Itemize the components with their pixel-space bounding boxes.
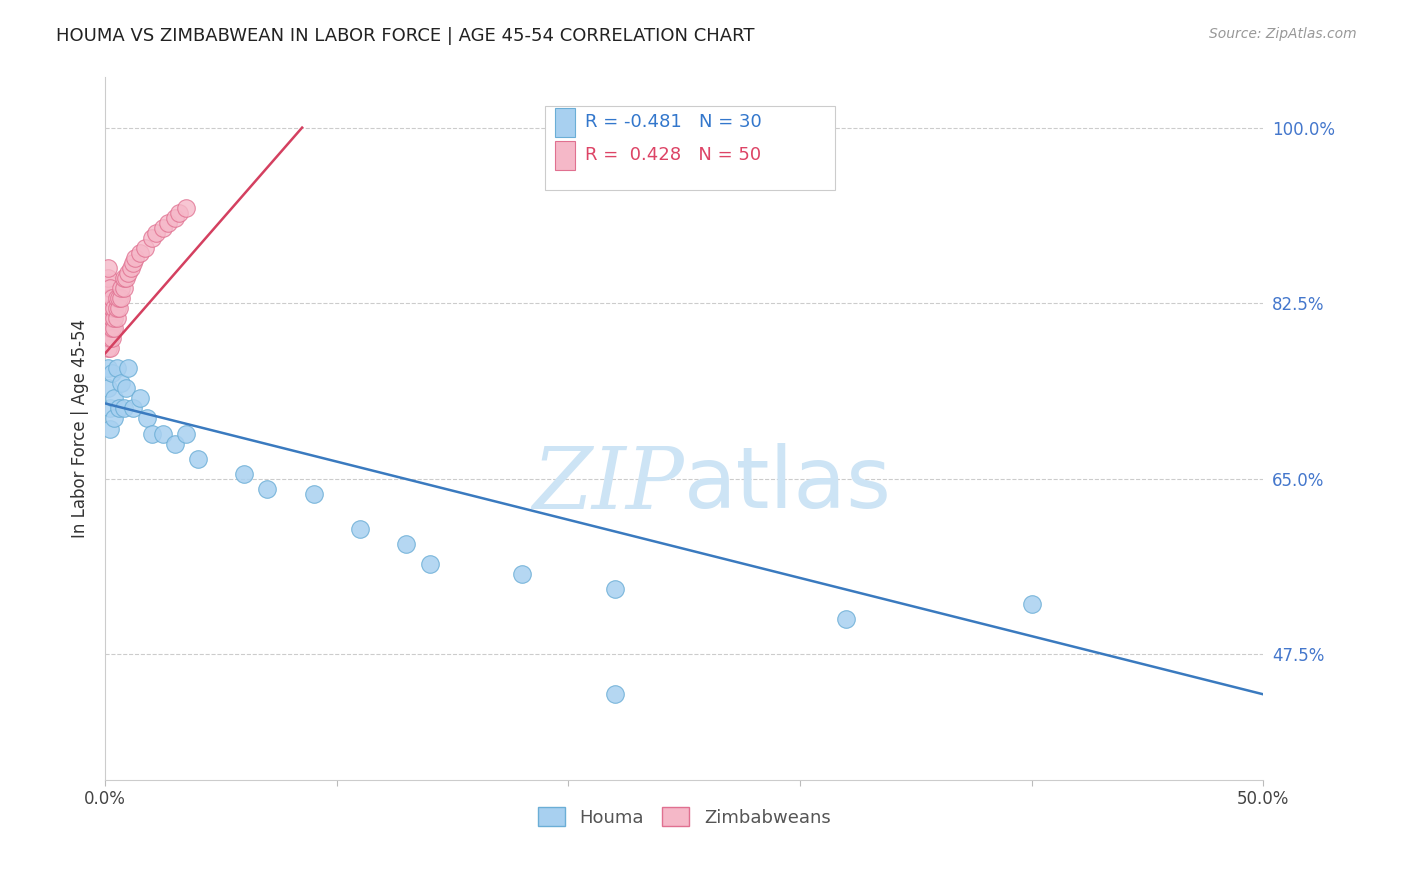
Point: [129, 246, 152, 260]
Point: [174, 201, 197, 215]
Point: [105, 311, 128, 326]
Point: [96, 311, 118, 326]
Y-axis label: In Labor Force | Age 45-54: In Labor Force | Age 45-54: [72, 319, 89, 538]
Point: [169, 206, 191, 220]
Point: [120, 260, 142, 275]
Point: [103, 411, 125, 425]
Point: [152, 220, 174, 235]
Point: [115, 381, 138, 395]
Point: [112, 281, 135, 295]
Point: [141, 426, 163, 441]
Point: [141, 231, 163, 245]
Point: [256, 482, 278, 496]
Point: [96, 271, 118, 285]
Point: [98, 301, 121, 315]
Point: [98, 281, 121, 295]
Point: [96, 341, 118, 355]
Point: [96, 381, 118, 395]
Point: [152, 426, 174, 441]
Point: [233, 467, 256, 481]
Point: [98, 421, 121, 435]
Point: [124, 251, 146, 265]
Point: [108, 291, 131, 305]
Point: [108, 401, 131, 416]
Point: [122, 256, 145, 270]
FancyBboxPatch shape: [546, 105, 835, 190]
Point: [112, 271, 135, 285]
Point: [134, 241, 156, 255]
Point: [835, 612, 858, 626]
Point: [302, 487, 325, 501]
Point: [115, 271, 138, 285]
Point: [129, 392, 152, 406]
Point: [103, 321, 125, 335]
Point: [789, 120, 811, 135]
Point: [135, 411, 157, 425]
Point: [117, 266, 139, 280]
FancyBboxPatch shape: [554, 108, 575, 137]
Point: [117, 361, 139, 376]
Point: [96, 321, 118, 335]
Point: [187, 451, 209, 466]
Point: [720, 120, 742, 135]
Text: Source: ZipAtlas.com: Source: ZipAtlas.com: [1209, 27, 1357, 41]
Text: atlas: atlas: [685, 443, 893, 526]
Point: [96, 286, 118, 301]
Text: HOUMA VS ZIMBABWEAN IN LABOR FORCE | AGE 45-54 CORRELATION CHART: HOUMA VS ZIMBABWEAN IN LABOR FORCE | AGE…: [56, 27, 755, 45]
Point: [98, 321, 121, 335]
Point: [110, 291, 132, 305]
Point: [101, 331, 124, 345]
Point: [96, 301, 118, 315]
Point: [510, 566, 533, 581]
Text: R =  0.428   N = 50: R = 0.428 N = 50: [585, 146, 761, 164]
FancyBboxPatch shape: [554, 141, 575, 170]
Point: [418, 557, 440, 571]
Point: [112, 401, 135, 416]
Legend: Houma, Zimbabweans: Houma, Zimbabweans: [531, 800, 838, 834]
Point: [103, 392, 125, 406]
Point: [98, 401, 121, 416]
Point: [122, 401, 145, 416]
Point: [101, 291, 124, 305]
Point: [156, 216, 179, 230]
Point: [110, 281, 132, 295]
Point: [96, 361, 118, 376]
Point: [101, 301, 124, 315]
Point: [96, 291, 118, 305]
Point: [101, 321, 124, 335]
Point: [105, 361, 128, 376]
Point: [603, 582, 626, 596]
Point: [101, 311, 124, 326]
Point: [98, 311, 121, 326]
Point: [108, 301, 131, 315]
Point: [103, 311, 125, 326]
Point: [163, 436, 186, 450]
Point: [96, 296, 118, 310]
Point: [96, 331, 118, 345]
Point: [145, 226, 167, 240]
Point: [105, 291, 128, 305]
Point: [395, 537, 418, 551]
Point: [101, 367, 124, 381]
Point: [103, 301, 125, 315]
Text: R = -0.481   N = 30: R = -0.481 N = 30: [585, 113, 762, 131]
Point: [96, 276, 118, 290]
Point: [105, 301, 128, 315]
Point: [96, 281, 118, 295]
Point: [96, 260, 118, 275]
Point: [349, 522, 371, 536]
Point: [174, 426, 197, 441]
Point: [98, 291, 121, 305]
Point: [110, 376, 132, 391]
Point: [98, 331, 121, 345]
Point: [603, 687, 626, 701]
Point: [98, 341, 121, 355]
Text: ZIP: ZIP: [533, 443, 685, 526]
Point: [1021, 597, 1043, 611]
Point: [163, 211, 186, 225]
